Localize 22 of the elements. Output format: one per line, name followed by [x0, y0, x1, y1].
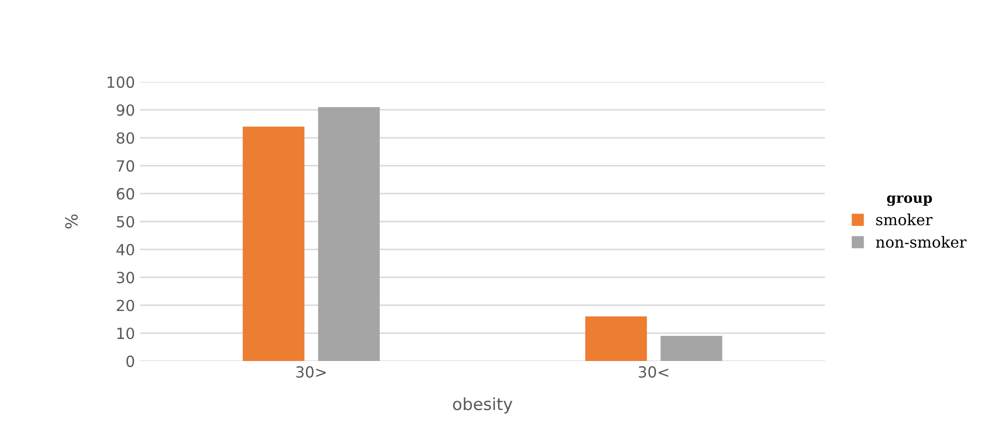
x-tick-label: 30> — [296, 366, 326, 378]
y-tick-label: 90 — [116, 104, 134, 116]
y-tick-label: 30 — [116, 272, 134, 284]
bar — [242, 126, 304, 362]
y-tick-label: 50 — [116, 216, 134, 228]
y-tick-label: 20 — [116, 300, 134, 312]
y-tick-label: 40 — [116, 244, 134, 256]
x-axis-title: obesity — [453, 397, 512, 414]
y-tick-label: 80 — [116, 132, 134, 144]
legend-label: non-smoker — [876, 236, 967, 248]
legend-title: group — [887, 195, 932, 206]
x-tick-label: 30< — [638, 366, 668, 378]
y-tick-label: 70 — [116, 160, 134, 172]
y-tick-label: 0 — [126, 356, 134, 368]
bar — [660, 336, 722, 362]
legend-label: smoker — [876, 214, 932, 226]
bar — [318, 107, 380, 362]
y-tick-label: 60 — [116, 188, 134, 200]
bar — [585, 316, 647, 362]
y-axis-title: % — [65, 214, 78, 228]
y-tick-label: 10 — [117, 328, 134, 340]
y-tick-label: 100 — [108, 76, 134, 88]
